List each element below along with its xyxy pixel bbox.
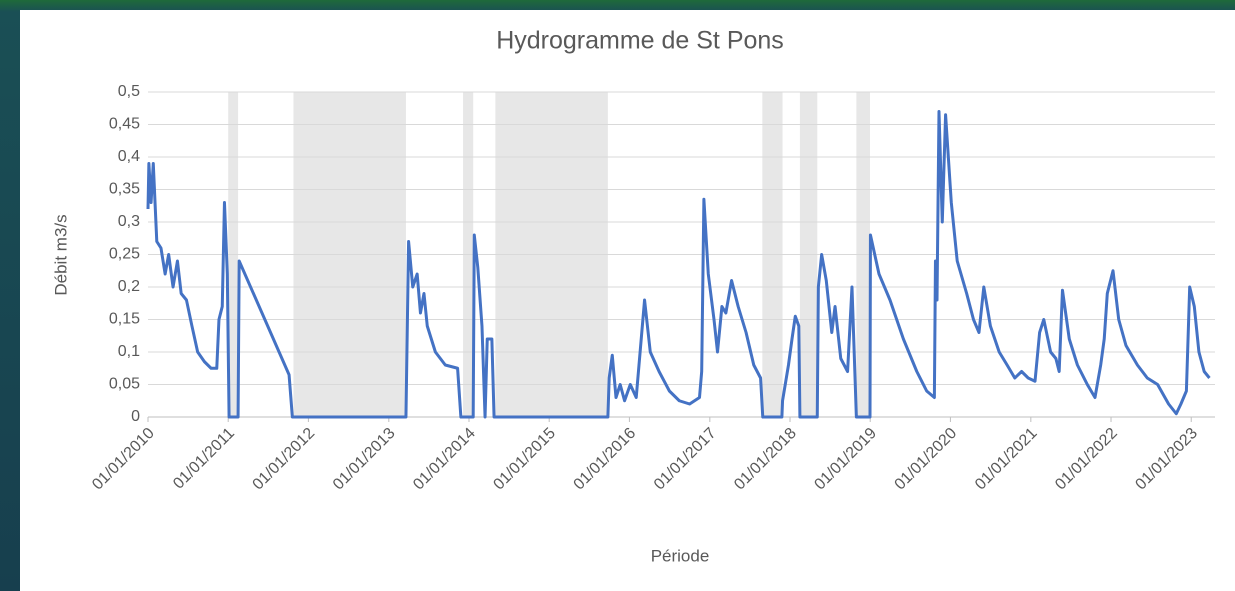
y-tick-label: 0 [131, 408, 140, 425]
y-tick-label: 0,05 [109, 376, 140, 393]
y-axis-label: Débit m3/s [51, 214, 70, 295]
chart: Hydrogramme de St Pons Période Débit m3/… [20, 10, 1235, 591]
page: {"chart_data": { "type": "line", "title"… [0, 0, 1235, 591]
y-tick-label: 0,15 [109, 311, 140, 328]
y-tick-label: 0,5 [118, 83, 140, 100]
x-axis-label: Période [651, 546, 710, 565]
y-tick-label: 0,25 [109, 246, 140, 263]
y-tick-label: 0,4 [118, 148, 140, 165]
y-tick-label: 0,45 [109, 116, 140, 133]
y-tick-label: 0,2 [118, 278, 140, 295]
y-tick-label: 0,1 [118, 343, 140, 360]
y-tick-label: 0,35 [109, 181, 140, 198]
chart-title: Hydrogramme de St Pons [496, 27, 784, 55]
y-tick-label: 0,3 [118, 213, 140, 230]
chart-background [20, 10, 1235, 591]
